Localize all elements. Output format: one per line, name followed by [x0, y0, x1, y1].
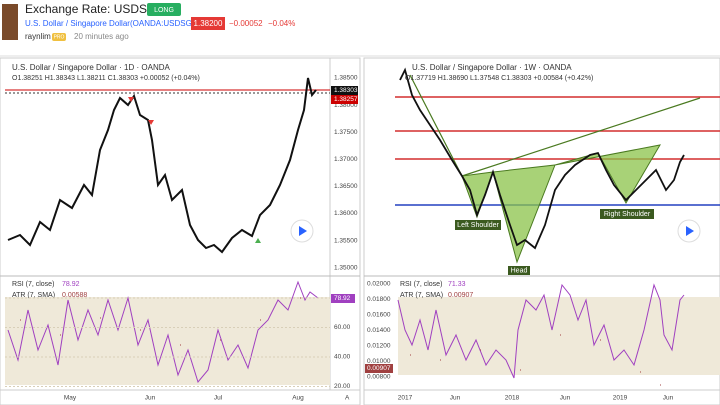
time-label: Jun — [663, 395, 674, 402]
atr-axis-value: 0.00907 — [367, 365, 391, 372]
time-label: 2018 — [505, 395, 520, 402]
chart-title: U.S. Dollar / Singapore Dollar · 1D · OA… — [12, 63, 170, 72]
price-tick: 1.38000 — [334, 102, 358, 109]
price-tick: 1.38500 — [334, 75, 358, 82]
line-price: 1.38257 — [334, 96, 358, 103]
change-pct: −0.04% — [268, 19, 295, 28]
rsi-value: 78.92 — [62, 281, 80, 288]
price-tick: 1.37000 — [334, 156, 358, 163]
rsi-value: 71.33 — [448, 281, 466, 288]
rsi-band — [5, 297, 330, 385]
author-badge-text: PRO — [54, 34, 65, 40]
rsi-tick: 40.00 — [334, 354, 351, 361]
left-shoulder-tag — [455, 220, 501, 230]
author-badge — [52, 33, 66, 41]
time-label: Aug — [292, 395, 304, 402]
rsi-label: RSI (7, close) — [400, 281, 442, 288]
author[interactable]: raynlim — [25, 32, 51, 41]
time-label: 2019 — [613, 395, 628, 402]
rsi-label: RSI (7, close) — [12, 281, 54, 288]
indicator-tick: 0.02000 — [367, 281, 391, 288]
symbol-code[interactable]: (OANDA:USDSGD) — [130, 19, 201, 28]
left-shoulder: Left Shoulder — [457, 222, 499, 229]
right-chart: Left Shoulder Head Right Shoulder U.S. D… — [363, 57, 720, 405]
atr-label: ATR (7, SMA) — [400, 292, 443, 299]
indicator-tick: 0.01400 — [367, 327, 391, 334]
rsi-tick: 60.00 — [334, 324, 351, 331]
header — [0, 0, 720, 56]
price-candles — [7, 77, 317, 254]
rsi-band — [398, 297, 720, 375]
price-tick: 1.36500 — [334, 183, 358, 190]
right-shoulder-tag — [600, 209, 654, 219]
indicator-tick: 0.01000 — [367, 358, 391, 365]
neckline — [409, 74, 701, 177]
price-candles — [399, 67, 685, 250]
rsi-line — [7, 280, 319, 384]
price: 1.38200 — [194, 19, 223, 28]
indicator-tick: 0.01600 — [367, 312, 391, 319]
head-tag — [508, 266, 530, 275]
time-label: Jun — [560, 395, 571, 402]
price-tick: 1.35500 — [334, 237, 358, 244]
time-label: Jun — [145, 395, 156, 402]
rsi-axis-box — [331, 294, 355, 303]
atr-label: ATR (7, SMA) — [12, 292, 55, 299]
play-icon — [299, 226, 307, 236]
buy-marker — [255, 238, 261, 243]
price-box — [191, 17, 225, 30]
play-icon — [686, 226, 694, 236]
ohlc: O1.37719 H1.38690 L1.37548 C1.38303 +0.0… — [405, 75, 593, 82]
long-badge — [147, 3, 181, 16]
rsi-axis-value: 78.92 — [334, 295, 351, 302]
atr-dots — [20, 297, 301, 346]
head: Head — [511, 267, 528, 274]
chart-title: U.S. Dollar / Singapore Dollar · 1W · OA… — [412, 63, 572, 72]
time-label: Jul — [214, 395, 223, 402]
price-tick: 1.35000 — [334, 264, 358, 271]
axis-mode[interactable]: A — [345, 395, 350, 402]
idea-title: Exchange Rate: USDSGD — [25, 2, 165, 16]
indicator-tick: 0.01800 — [367, 296, 391, 303]
sell-markers — [128, 97, 154, 125]
indicator-tick: 0.01200 — [367, 343, 391, 350]
time-label: 2017 — [398, 395, 413, 402]
change: −0.00052 — [229, 19, 263, 28]
atr-axis-box — [365, 364, 393, 373]
left-chart: U.S. Dollar / Singapore Dollar · 1D · OA… — [0, 57, 361, 405]
time-label: Jun — [450, 395, 461, 402]
last-price: 1.38303 — [334, 87, 358, 94]
atr-value: 0.00907 — [448, 292, 473, 299]
rsi-line — [397, 283, 685, 379]
line-price-box — [331, 95, 358, 104]
time-label: May — [64, 395, 77, 402]
atr-value: 0.00588 — [62, 292, 87, 299]
rsi-tick: 20.00 — [334, 383, 351, 390]
last-price-box — [331, 86, 358, 95]
badge-text: LONG — [154, 7, 174, 14]
right-shoulder: Right Shoulder — [604, 211, 651, 218]
indicator-tick: 0.00800 — [367, 374, 391, 381]
ohlc: O1.38251 H1.38343 L1.38211 C1.38303 +0.0… — [12, 75, 200, 82]
thumbnail — [2, 4, 18, 40]
atr-dots — [410, 334, 661, 386]
symbol-name[interactable]: U.S. Dollar / Singapore Dollar — [25, 19, 130, 28]
time: 20 minutes ago — [74, 32, 129, 41]
price-tick: 1.36000 — [334, 210, 358, 217]
price-tick: 1.37500 — [334, 129, 358, 136]
